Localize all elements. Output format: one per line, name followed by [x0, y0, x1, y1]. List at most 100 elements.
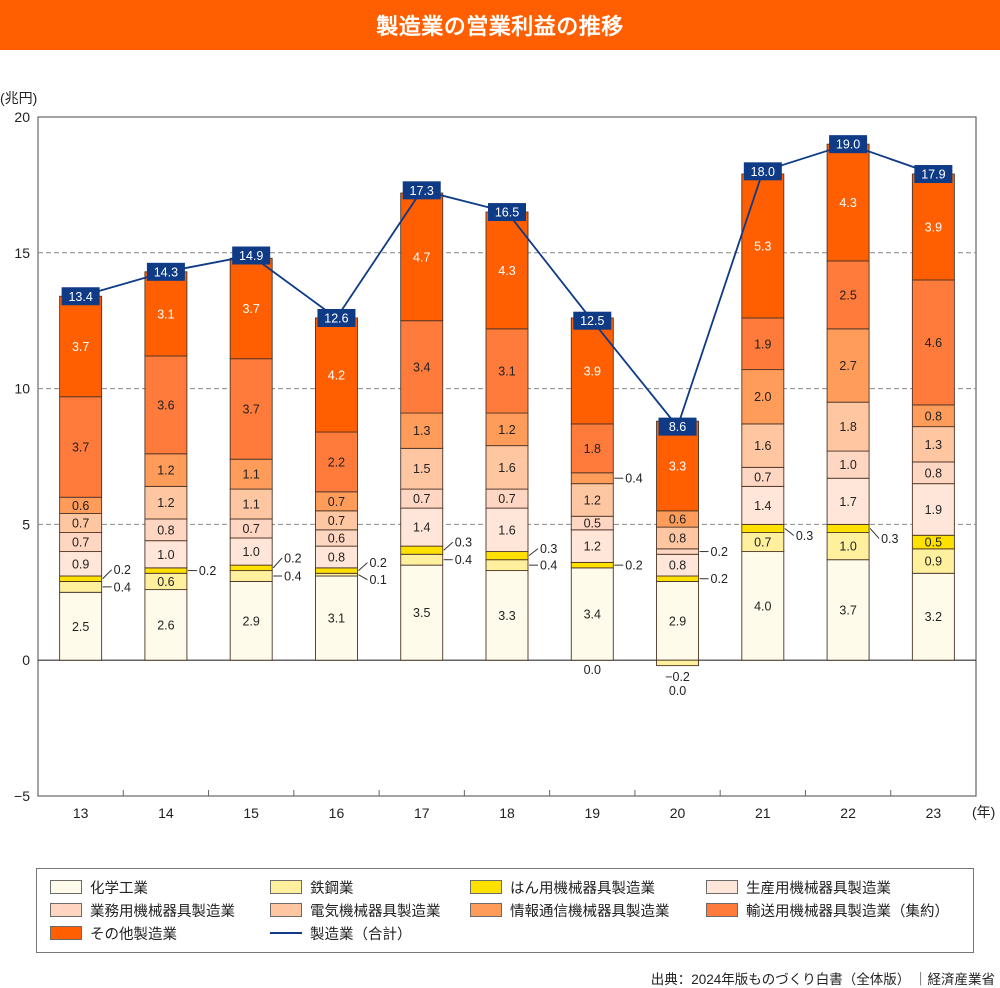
callout-value-label: 0.4 [540, 559, 557, 573]
callout-value-label: 0.3 [540, 542, 557, 556]
bar-segment [826, 532, 870, 561]
legend-item-steel: 鉄鋼業 [270, 878, 354, 897]
callout-value-label: 0.2 [114, 563, 131, 577]
segment-value-label: 3.4 [413, 360, 430, 374]
bar-segment [144, 540, 188, 569]
bar-segment [144, 589, 188, 661]
bar-segment [826, 401, 870, 452]
legend-label: 情報通信機械器具製造業 [510, 903, 670, 920]
x-tick-label: 22 [840, 805, 856, 821]
segment-value-label: 3.1 [157, 307, 174, 321]
segment-value-label: 1.9 [925, 503, 942, 517]
y-tick-label: 20 [14, 109, 30, 125]
legend-label: 生産用機械器具製造業 [746, 880, 891, 897]
bar-segment [144, 567, 188, 574]
segment-value-label: 3.7 [72, 440, 89, 454]
legend-item-business-machinery: 業務用機械器具製造業 [50, 901, 235, 920]
callout-leader [358, 562, 368, 571]
legend-label: 化学工業 [90, 880, 148, 897]
segment-value-label: 1.4 [413, 521, 430, 535]
bar-segment [570, 567, 614, 661]
bar-segment [315, 317, 358, 433]
x-tick-label: 14 [158, 805, 174, 821]
chart-title: 製造業の営業利益の推移 [376, 14, 624, 39]
segment-value-label: 3.9 [925, 220, 942, 234]
bar-segment [229, 570, 273, 582]
x-tick-label: 20 [670, 805, 686, 821]
callout-value-label: 0.2 [711, 545, 728, 559]
bar-segment [400, 507, 444, 547]
legend-label: 製造業（合計） [310, 926, 412, 943]
bar-segment [741, 485, 785, 525]
x-tick-label: 21 [755, 805, 771, 821]
segment-value-label: 1.6 [498, 523, 515, 537]
callout-leader [358, 574, 368, 581]
chart-title-bar: 製造業の営業利益の推移 [0, 0, 1000, 50]
segment-value-label: 0.7 [498, 492, 515, 506]
bar-segment [826, 559, 870, 661]
segment-value-label: 2.5 [72, 620, 89, 634]
segment-value-label: 1.8 [584, 442, 601, 456]
segment-value-label: 2.6 [157, 618, 174, 632]
bar-segment [229, 257, 273, 360]
legend-item-production-machinery: 生産用機械器具製造業 [706, 878, 891, 897]
segment-value-label: 3.6 [157, 398, 174, 412]
segment-value-label: 1.2 [498, 423, 515, 437]
bar-segment [229, 580, 273, 661]
bar-segment [485, 559, 529, 572]
x-tick-label: 15 [243, 805, 259, 821]
segment-value-label: 3.1 [328, 612, 345, 626]
bar-segment [826, 477, 870, 525]
bar-segment [911, 548, 955, 574]
callout-value-label: 0.4 [625, 472, 642, 486]
segment-value-label: 0.5 [925, 536, 942, 550]
y-tick-label: 10 [14, 381, 30, 397]
segment-value-label: 1.2 [157, 464, 174, 478]
bar-segment [656, 575, 699, 582]
segment-value-label: 0.7 [72, 517, 89, 531]
total-value-label: 8.6 [669, 420, 686, 434]
bar-segment [911, 279, 955, 406]
segment-value-label: 1.6 [754, 439, 771, 453]
segment-value-label: 4.0 [754, 599, 771, 613]
segment-value-label: 0.8 [925, 466, 942, 480]
segment-value-label: 2.0 [754, 390, 771, 404]
segment-value-label: 1.4 [754, 499, 771, 513]
x-tick-label: 16 [329, 805, 345, 821]
bar-segment [59, 580, 103, 593]
segment-value-label: 0.7 [754, 470, 771, 484]
bar-segment [826, 450, 870, 479]
callout-value-label: 0.2 [199, 564, 216, 578]
legend-swatch-icon [50, 903, 82, 917]
bar-segment [315, 575, 358, 661]
y-axis-unit-label: (兆円) [0, 90, 38, 106]
segment-value-label: 1.0 [157, 548, 174, 562]
segment-value-label: 1.5 [413, 462, 430, 476]
stacked-bar-chart: −5 0 5 10 15 20 13 14 15 16 17 18 19 20 21 22 23 2.5 0.9 0.… [14, 109, 977, 821]
total-value-label: 13.4 [68, 290, 92, 304]
segment-value-label: 0.9 [925, 555, 942, 569]
segment-value-label: 4.3 [498, 264, 515, 278]
bar-segment [229, 537, 273, 566]
bar-segment [144, 355, 188, 455]
bar-segment [229, 488, 273, 520]
below-zero-value-label: 0.0 [669, 684, 686, 698]
segment-value-label: 1.8 [839, 420, 856, 434]
bar-segment [741, 369, 785, 425]
bar-segment [826, 260, 870, 330]
segment-value-label: 3.4 [584, 608, 601, 622]
legend-swatch-icon [50, 880, 82, 894]
segment-value-label: 3.3 [498, 609, 515, 623]
legend-swatch-icon [470, 903, 502, 917]
bar-segment [485, 551, 529, 561]
bar-segment [400, 192, 444, 322]
total-value-label: 14.3 [154, 265, 178, 279]
callout-value-label: 0.2 [369, 556, 386, 570]
segment-value-label: 3.7 [242, 302, 259, 316]
bar-segment [485, 328, 529, 414]
segment-value-label: 2.5 [839, 288, 856, 302]
segment-value-label: 3.7 [242, 402, 259, 416]
total-value-badge [317, 308, 356, 327]
legend-swatch-icon [270, 880, 302, 894]
below-zero-value-label: −0.2 [665, 670, 690, 684]
